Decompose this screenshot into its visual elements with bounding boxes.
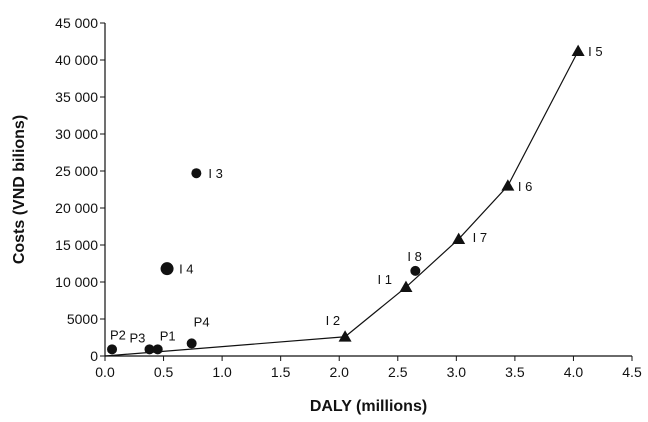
point-label: P1 (160, 328, 176, 343)
y-tick-label: 5000 (67, 311, 98, 327)
point-label: I 6 (518, 179, 532, 194)
point-label: P4 (194, 314, 210, 329)
circle-point (107, 344, 118, 355)
point-label: I 4 (179, 262, 193, 277)
x-tick-label: 0.0 (95, 364, 115, 380)
x-axis-title: DALY (millions) (310, 398, 427, 415)
x-tick-label: 1.0 (212, 364, 232, 380)
point-label: P2 (110, 327, 126, 342)
y-tick-label: 25 000 (55, 163, 98, 179)
y-tick-label: 15 000 (55, 237, 98, 253)
point-label: P3 (130, 330, 146, 345)
triangle-point (571, 44, 585, 56)
y-tick-label: 10 000 (55, 274, 98, 290)
circle-point (186, 338, 197, 349)
point-label: I 5 (588, 44, 602, 59)
point-label: I 2 (326, 313, 340, 328)
y-tick-label: 20 000 (55, 200, 98, 216)
circle-point (410, 265, 421, 276)
point-label: I 8 (407, 249, 421, 264)
x-tick-label: 4.5 (622, 364, 642, 380)
point-label: I 3 (208, 166, 222, 181)
circle-point (191, 168, 202, 179)
x-tick-label: 3.5 (505, 364, 525, 380)
circle-point (160, 262, 174, 276)
triangle-point (452, 232, 466, 244)
point-label: I 7 (473, 230, 487, 245)
triangle-point (501, 179, 515, 191)
series-layer (104, 44, 585, 357)
y-tick-label: 45 000 (55, 15, 98, 31)
axes: 0 5000 10 000 15 000 20 000 25 000 30 000 35 00… (55, 15, 642, 380)
x-tick-label: 0.5 (154, 364, 174, 380)
triangle-point (338, 330, 352, 342)
series-line (104, 50, 579, 357)
point-labels: I 2 I 1 I 7 I 6 I 5 P2 P3 P1 P4 I 3 I 4 I 8 (110, 44, 603, 345)
x-tick-label: 4.0 (564, 364, 584, 380)
x-tick-label: 2.0 (329, 364, 349, 380)
x-tick-label: 2.5 (388, 364, 408, 380)
y-tick-label: 35 000 (55, 89, 98, 105)
y-tick-label: 0 (90, 348, 98, 364)
x-tick-label: 1.5 (271, 364, 291, 380)
x-tick-label: 3.0 (447, 364, 467, 380)
circle-point (152, 344, 163, 355)
point-label: I 1 (378, 272, 392, 287)
triangle-point (399, 280, 413, 293)
y-axis-title: Costs (VND bilions) (11, 115, 28, 264)
circle-point (144, 344, 155, 355)
y-tick-label: 40 000 (55, 52, 98, 68)
y-tick-label: 30 000 (55, 126, 98, 142)
